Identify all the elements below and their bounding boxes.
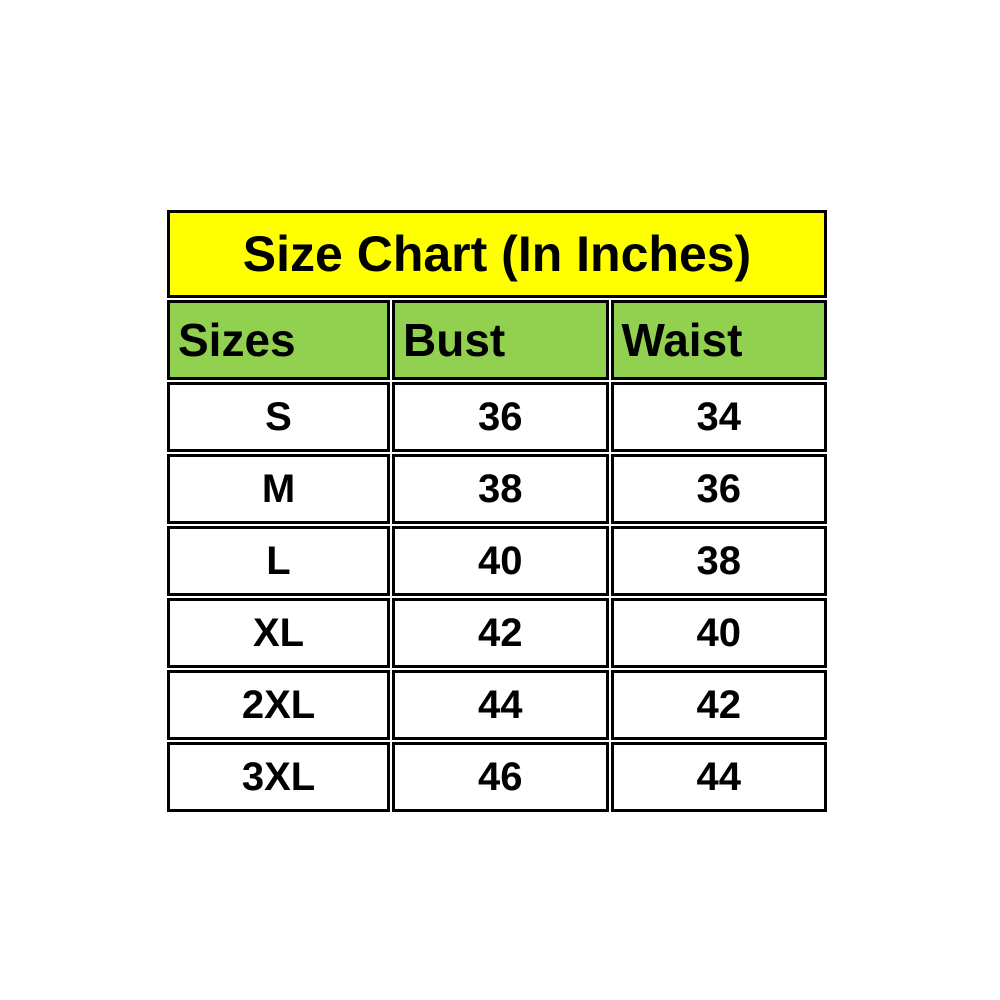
waist-cell: 40 [610, 598, 827, 668]
header-row: Sizes Bust Waist [167, 300, 827, 380]
column-header-sizes: Sizes [167, 300, 391, 380]
table-row: M 38 36 [167, 454, 827, 524]
waist-cell: 36 [610, 454, 827, 524]
table-row: 3XL 46 44 [167, 742, 827, 812]
table-row: S 36 34 [167, 382, 827, 452]
bust-cell: 46 [392, 742, 609, 812]
table-row: L 40 38 [167, 526, 827, 596]
bust-cell: 42 [392, 598, 609, 668]
size-chart-table: Size Chart (In Inches) Sizes Bust Waist … [165, 208, 829, 814]
waist-cell: 42 [610, 670, 827, 740]
size-cell: M [167, 454, 391, 524]
bust-cell: 36 [392, 382, 609, 452]
table-row: XL 42 40 [167, 598, 827, 668]
bust-cell: 40 [392, 526, 609, 596]
table-title: Size Chart (In Inches) [167, 210, 827, 298]
title-row: Size Chart (In Inches) [167, 210, 827, 298]
column-header-waist: Waist [610, 300, 827, 380]
size-cell: S [167, 382, 391, 452]
bust-cell: 44 [392, 670, 609, 740]
waist-cell: 44 [610, 742, 827, 812]
table-row: 2XL 44 42 [167, 670, 827, 740]
waist-cell: 38 [610, 526, 827, 596]
column-header-bust: Bust [392, 300, 609, 380]
bust-cell: 38 [392, 454, 609, 524]
waist-cell: 34 [610, 382, 827, 452]
size-cell: 3XL [167, 742, 391, 812]
size-cell: L [167, 526, 391, 596]
size-cell: 2XL [167, 670, 391, 740]
size-cell: XL [167, 598, 391, 668]
